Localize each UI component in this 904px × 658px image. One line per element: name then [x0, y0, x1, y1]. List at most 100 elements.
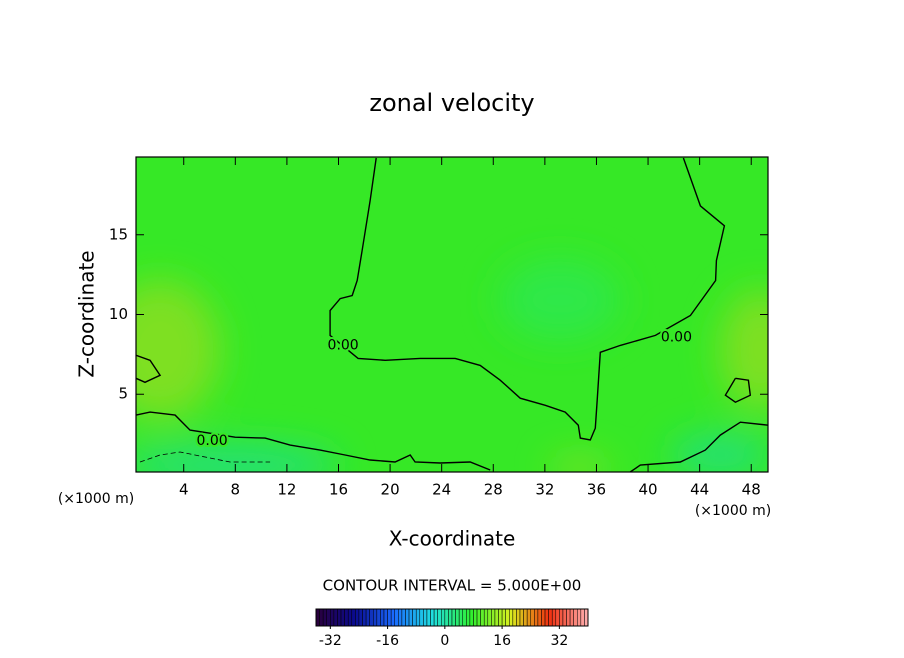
colorbar-cell — [562, 608, 567, 627]
x-tick-label: 36 — [587, 481, 606, 499]
contour-line — [136, 354, 162, 384]
colorbar-cell — [373, 608, 378, 627]
colorbar-cell — [462, 608, 467, 627]
colorbar-cell — [551, 608, 557, 627]
x-tick-label: 12 — [277, 481, 296, 499]
colorbar-cell — [423, 608, 428, 627]
x-unit-right: (×1000 m) — [695, 503, 771, 519]
colorbar-cell — [509, 608, 514, 627]
x-unit-left: (×1000 m) — [58, 491, 134, 507]
colorbar-tick-label: 32 — [550, 633, 568, 649]
colorbar-cell — [530, 608, 535, 627]
colorbar-cell — [455, 608, 460, 627]
colorbar-cell — [415, 608, 421, 627]
x-axis-title: X-coordinate — [389, 527, 516, 551]
colorbar-tick-label: 0 — [440, 633, 449, 649]
colorbar-cell — [512, 608, 517, 627]
contour-interval: CONTOUR INTERVAL = 5.000E+00 — [323, 577, 582, 595]
colorbar-cell — [559, 608, 564, 627]
colorbar-cell — [365, 608, 370, 627]
field-shading — [136, 260, 768, 472]
colorbar-cell — [534, 608, 539, 627]
colorbar-cell — [573, 608, 578, 627]
field: 0.00 0.00 0.00 — [136, 157, 768, 472]
x-tick-label: 4 — [179, 481, 189, 499]
colorbar-cell — [433, 608, 438, 627]
colorbar-tick-label: -32 — [319, 633, 342, 649]
contour-line — [139, 451, 271, 463]
colorbar-cell — [401, 608, 406, 627]
colorbar-cell — [569, 608, 574, 627]
colorbar-cell — [494, 608, 499, 627]
colorbar-frame — [315, 608, 589, 627]
colorbar-cell — [412, 608, 417, 627]
colorbar-cell — [362, 608, 367, 627]
colorbar-cell — [351, 608, 356, 627]
colorbar-cell — [501, 608, 506, 627]
colorbar-cell — [491, 608, 496, 627]
x-tick-label: 20 — [381, 481, 400, 499]
colorbar-cell — [469, 608, 474, 627]
x-tick-label: 16 — [329, 481, 348, 499]
x-tick-label: 24 — [432, 481, 451, 499]
colorbar-cell — [577, 608, 582, 627]
colorbar-cell — [326, 608, 331, 627]
shade — [720, 290, 768, 410]
colorbar: -32 -16 0 16 32 — [315, 608, 589, 649]
colorbar-cell — [537, 608, 542, 627]
colorbar-cell — [480, 608, 485, 627]
y-tick-label: 10 — [109, 305, 128, 323]
contour-label: 0.00 — [197, 433, 228, 449]
colorbar-cell — [358, 608, 363, 627]
colorbar-cell — [555, 608, 560, 627]
shade — [550, 460, 610, 472]
colorbar-cell — [369, 608, 374, 627]
x-tick-label: 8 — [231, 481, 241, 499]
colorbar-cell — [340, 608, 345, 627]
colorbar-cell — [441, 608, 446, 627]
colorbar-cell — [580, 608, 585, 627]
shade — [670, 435, 768, 472]
x-tick-label: 28 — [484, 481, 503, 499]
colorbar-cell — [337, 608, 342, 627]
colorbar-cell — [444, 608, 449, 627]
chart-title: zonal velocity — [369, 89, 534, 117]
colorbar-cell — [430, 608, 435, 627]
colorbar-cell — [330, 608, 335, 627]
colorbar-cell — [390, 608, 395, 627]
contour-line — [136, 411, 491, 471]
colorbar-cell — [419, 608, 424, 627]
colorbar-cell — [394, 608, 399, 627]
colorbar-cell — [541, 608, 546, 627]
shade — [136, 445, 340, 472]
colorbar-cell — [426, 608, 431, 627]
colorbar-cell — [448, 608, 453, 627]
colorbar-tick-label: 16 — [493, 633, 511, 649]
contour-line — [329, 157, 726, 441]
y-tick-label: 5 — [118, 385, 128, 403]
colorbar-cell — [347, 608, 353, 627]
colorbar-cell — [451, 608, 456, 627]
colorbar-cell — [408, 608, 413, 627]
contours: 0.00 0.00 0.00 — [136, 157, 768, 472]
colorbar-cell — [376, 608, 381, 627]
colorbar-cell — [505, 608, 510, 627]
y-tick-label: 15 — [109, 225, 128, 243]
contour-line — [724, 377, 752, 404]
colorbar-cell — [523, 608, 528, 627]
x-tick-label: 32 — [535, 481, 554, 499]
colorbar-cell — [476, 608, 481, 627]
colorbar-cell — [437, 608, 442, 627]
colorbar-cell — [544, 608, 549, 627]
contour-label: 0.00 — [328, 337, 359, 353]
colorbar-cell — [498, 608, 503, 627]
colorbar-cell — [466, 608, 471, 627]
colorbar-cell — [516, 608, 521, 627]
colorbar-cell — [526, 608, 531, 627]
x-tick-label: 40 — [639, 481, 658, 499]
colorbar-tick-label: -16 — [376, 633, 399, 649]
shade — [136, 280, 220, 420]
colorbar-cell — [458, 608, 463, 627]
colorbar-cell — [355, 608, 360, 627]
